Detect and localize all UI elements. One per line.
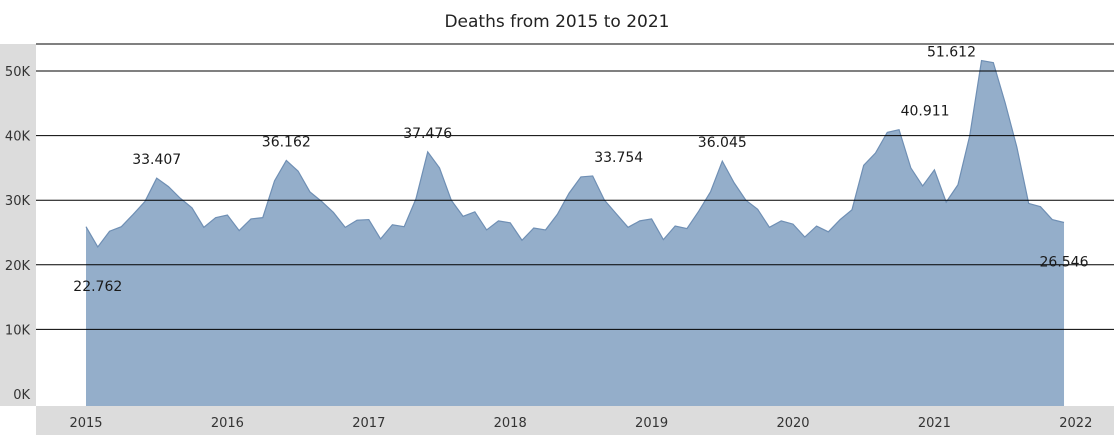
y-tick-label: 30K (5, 194, 31, 209)
x-tick-label: 2015 (69, 416, 102, 431)
data-label: 33.407 (132, 152, 181, 168)
x-tick-label: 2020 (776, 416, 809, 431)
x-tick-label: 2016 (211, 416, 244, 431)
x-axis-ticks: 2015 2016 2017 2018 2019 2020 2021 2022 (69, 416, 1092, 431)
y-tick-label: 0K (13, 388, 30, 403)
data-label: 36.045 (698, 135, 747, 151)
data-labels: 22.762 33.407 36.162 37.476 33.754 36.045 40.9… (73, 45, 1088, 295)
area-series (86, 60, 1065, 407)
x-tick-label: 2018 (494, 416, 527, 431)
data-label: 36.162 (262, 134, 311, 150)
y-tick-label: 50K (5, 65, 31, 80)
y-tick-label: 20K (5, 259, 31, 274)
data-label: 51.612 (927, 45, 976, 61)
data-label: 33.754 (594, 150, 643, 166)
data-label: 22.762 (73, 279, 122, 295)
x-tick-label: 2017 (352, 416, 385, 431)
data-label: 40.911 (901, 104, 950, 120)
y-tick-label: 40K (5, 130, 31, 145)
y-tick-label: 10K (5, 323, 31, 338)
y-axis-band (0, 44, 36, 406)
x-tick-label: 2022 (1059, 416, 1092, 431)
grid-lines (36, 70, 1114, 330)
x-tick-label: 2021 (918, 416, 951, 431)
x-axis-band (36, 406, 1114, 435)
y-axis-ticks: 0K 10K 20K 30K 40K 50K (5, 65, 31, 403)
chart-title: Deaths from 2015 to 2021 (444, 12, 669, 32)
x-tick-label: 2019 (635, 416, 668, 431)
data-label: 26.546 (1040, 255, 1089, 271)
data-label: 37.476 (403, 126, 452, 142)
